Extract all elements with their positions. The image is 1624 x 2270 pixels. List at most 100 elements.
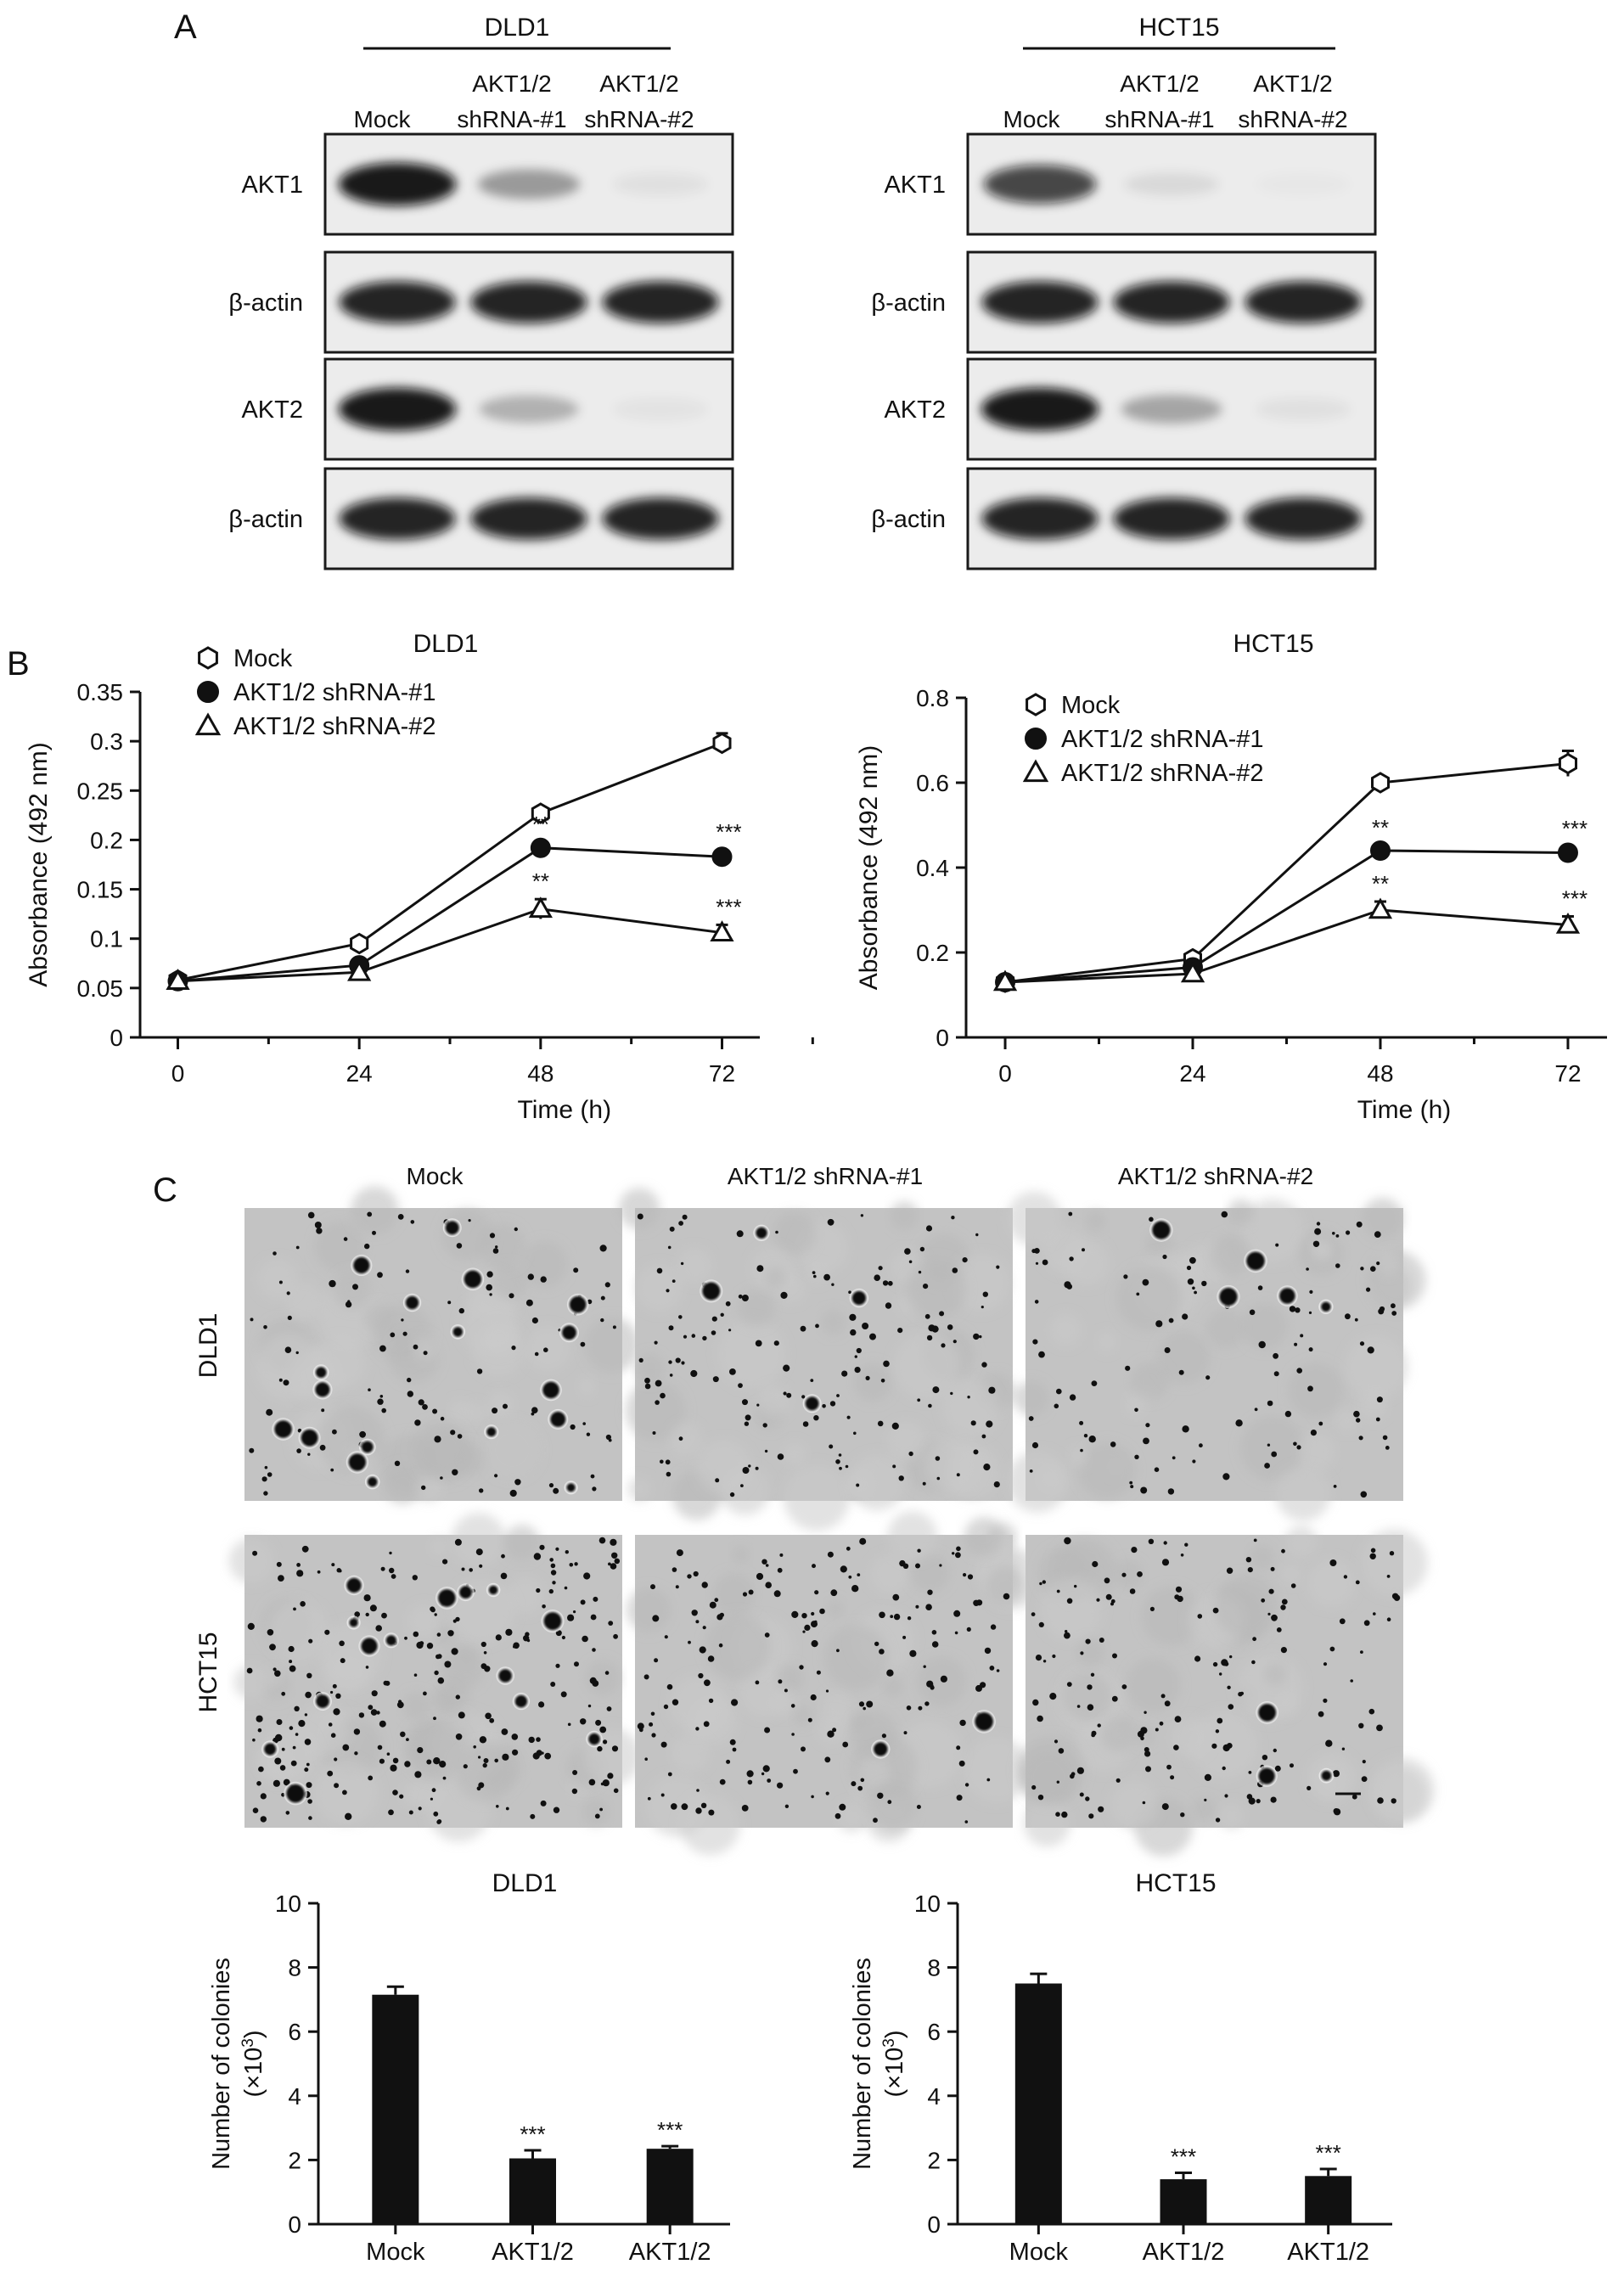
colony-dot [611, 1552, 618, 1559]
y-axis-unit: (×103) [239, 2030, 268, 2097]
micrograph-texture [1086, 1211, 1106, 1231]
colony-dot [654, 1658, 659, 1663]
blot-band [1245, 497, 1362, 540]
colony-dot [1055, 1812, 1060, 1817]
colony-dot [1054, 1403, 1059, 1409]
colony-dot [565, 1550, 569, 1554]
colony-dot [981, 1434, 986, 1439]
colony-dot [848, 1575, 852, 1579]
colony-dot [439, 1761, 447, 1768]
colony-dot [450, 1430, 456, 1436]
micrograph-texture [705, 1613, 771, 1680]
colony-large [569, 1295, 587, 1313]
colony-dot [915, 1563, 920, 1569]
colony-dot [1325, 1739, 1333, 1747]
colony-dot [400, 1731, 406, 1738]
colony-dot [607, 1773, 614, 1779]
colony-dot [478, 1756, 481, 1759]
colony-dot [869, 1333, 876, 1340]
significance-label: *** [716, 819, 741, 845]
micrograph-texture [1023, 1800, 1070, 1847]
colony-dot [531, 1317, 539, 1324]
significance-label: *** [1562, 816, 1587, 841]
colony-dot [330, 1733, 336, 1738]
blot-row-label: β-actin [871, 506, 946, 533]
colony-large [459, 1586, 472, 1599]
colony-dot [886, 1669, 894, 1677]
colony-dot [308, 1816, 312, 1820]
micrograph-texture [1362, 1197, 1403, 1239]
colony-dot [687, 1574, 692, 1579]
colony-dot [292, 1745, 296, 1750]
colony-large [361, 1638, 378, 1655]
colony-dot [500, 1572, 508, 1580]
colony-dot [1177, 1595, 1183, 1603]
colony-large [315, 1367, 327, 1378]
colony-dot [1296, 1368, 1302, 1374]
colony-dot [1029, 1469, 1033, 1473]
colony-dot [600, 1295, 605, 1301]
colony-dot [666, 1683, 673, 1690]
line-chart-hct15: HCT15 0 0.2 0.4 0.6 0.8 0 24 48 72 Time (h) Absorba… [855, 630, 1607, 1124]
colony-dot [329, 1279, 336, 1288]
colony-dot [801, 1395, 806, 1399]
colony-dot [1144, 1711, 1147, 1714]
colony-dot [644, 1383, 651, 1390]
colony-dot [580, 1718, 587, 1725]
colony-dot [339, 1640, 345, 1647]
micrograph-texture [450, 1400, 472, 1422]
colony-dot [1110, 1599, 1115, 1604]
colony-dot [1121, 1572, 1127, 1577]
colony-dot [456, 1243, 463, 1249]
colony-dot [1376, 1261, 1380, 1266]
western-blot-hct15: HCT15 Mock AKT1/2 shRNA-#1 AKT1/2 shRNA-#2 AKT… [871, 14, 1377, 570]
colony-dot [375, 1625, 383, 1632]
micrograph-texture [625, 1380, 686, 1441]
colony-dot [675, 1357, 681, 1363]
colony-dot [918, 1705, 923, 1711]
colony-dot [1222, 1766, 1226, 1771]
colony-dot [982, 1291, 989, 1297]
colony-dot [893, 1613, 901, 1621]
colony-dot [804, 1624, 811, 1631]
micrograph-texture [1064, 1240, 1110, 1286]
colony-dot [273, 1667, 277, 1672]
colony-dot [1145, 1766, 1151, 1773]
colony-dot [306, 1672, 312, 1679]
colony-dot [1115, 1778, 1121, 1783]
colony-dot [567, 1722, 571, 1727]
colony-dot [266, 1408, 273, 1416]
colony-dot [650, 1584, 655, 1590]
colony-dot [649, 1722, 654, 1727]
colony-dot [667, 1772, 672, 1777]
colony-dot [887, 1280, 893, 1286]
bar [372, 1994, 419, 2224]
micrograph-texture [679, 1795, 740, 1856]
micrograph-texture [906, 1258, 967, 1319]
micrograph-texture [1135, 1726, 1155, 1746]
colony-dot [571, 1788, 578, 1795]
colony-dot [1373, 1612, 1376, 1615]
colony-dot [1111, 1695, 1118, 1702]
colony-dot [738, 1383, 743, 1388]
micrograph-texture [851, 1712, 870, 1731]
colony-dot [879, 1611, 885, 1619]
colony-dot [256, 1781, 261, 1786]
micrograph-texture [407, 1604, 441, 1638]
micrograph-texture [1007, 1191, 1062, 1246]
colony-dot [915, 1604, 919, 1609]
colony-large [975, 1712, 993, 1731]
colony-dot [334, 1783, 340, 1789]
lane-label-line2: shRNA-#1 [457, 106, 566, 132]
micrograph-texture [1307, 1559, 1355, 1607]
colony-dot [1161, 1803, 1169, 1811]
colony-dot [1032, 1699, 1039, 1706]
micrograph-texture [1192, 1797, 1216, 1821]
colony-dot [611, 1745, 619, 1752]
colony-micrographs [228, 1186, 1435, 1857]
colony-dot [830, 1589, 838, 1597]
colony-dot [732, 1747, 737, 1752]
colony-dot [408, 1810, 413, 1815]
colony-dot [513, 1642, 520, 1649]
colony-dot [917, 1398, 921, 1402]
